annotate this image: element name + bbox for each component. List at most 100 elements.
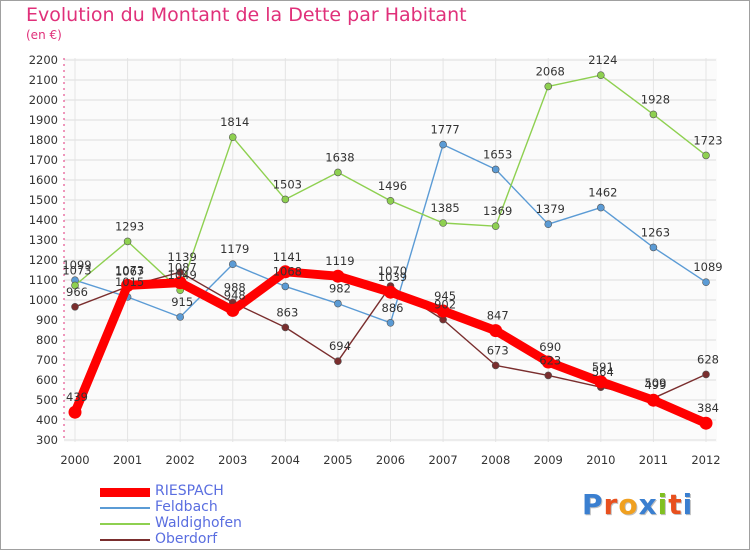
data-label-riespach: 690	[539, 340, 561, 354]
legend: RIESPACH Feldbach Waldighofen Oberdorf	[100, 483, 360, 548]
data-label-feldbach: 1653	[483, 147, 512, 161]
y-tick-label: 400	[36, 413, 58, 427]
y-tick-label: 600	[36, 373, 58, 387]
proxiti-logo: Proxiti	[582, 488, 694, 521]
data-point-riespach	[68, 405, 82, 419]
y-tick-label: 1100	[29, 273, 58, 287]
y-tick-label: 900	[36, 313, 58, 327]
y-tick-label: 1300	[29, 233, 58, 247]
data-label-riespach: 1119	[325, 254, 354, 268]
x-tick-label: 2012	[691, 453, 720, 467]
data-label-riespach: 439	[66, 390, 88, 404]
x-tick-label: 2005	[323, 453, 352, 467]
legend-swatch	[100, 523, 150, 525]
legend-label: Waldighofen	[155, 515, 242, 531]
legend-item-riespach: RIESPACH	[100, 483, 360, 500]
data-label-feldbach: 1379	[536, 202, 565, 216]
y-tick-label: 2000	[29, 93, 58, 107]
x-tick-label: 2000	[60, 453, 89, 467]
data-point-feldbach	[334, 299, 342, 308]
data-label-oberdorf: 966	[66, 285, 88, 299]
chart-unit: (en €)	[26, 28, 62, 42]
x-tick-label: 2008	[481, 453, 510, 467]
data-labels: 1099 1015 915 1179 1068 982 886 1777 1653 1379 146…	[62, 53, 722, 415]
data-label-feldbach: 1068	[273, 264, 302, 278]
data-point-feldbach	[176, 313, 184, 321]
data-point-waldighofen	[544, 82, 553, 91]
data-label-waldighofen: 1638	[325, 150, 354, 164]
data-point-feldbach	[281, 282, 290, 291]
data-label-oberdorf: 564	[592, 365, 614, 379]
data-label-feldbach: 1015	[115, 275, 144, 289]
data-label-oberdorf: 1070	[378, 264, 407, 278]
data-label-oberdorf: 863	[276, 305, 298, 319]
y-tick-label: 2100	[29, 73, 58, 87]
data-point-riespach	[594, 375, 608, 389]
data-point-waldighofen	[228, 133, 237, 141]
data-label-waldighofen: 1369	[483, 204, 512, 218]
data-label-riespach: 1073	[115, 263, 144, 277]
legend-swatch	[100, 487, 150, 497]
data-point-feldbach	[597, 203, 605, 212]
data-label-oberdorf: 988	[224, 280, 246, 294]
x-axis: 2000 2001 2002 2003 2004 2005 2006 2007 2008 2009…	[60, 453, 720, 467]
data-point-waldighofen	[123, 237, 132, 246]
y-tick-label: 1500	[29, 193, 58, 207]
x-tick-label: 2007	[428, 453, 457, 467]
data-point-feldbach	[702, 278, 710, 287]
data-point-oberdorf	[281, 323, 290, 332]
data-point-oberdorf	[71, 302, 79, 311]
data-label-riespach: 847	[487, 309, 509, 323]
data-label-riespach: 1039	[378, 270, 407, 284]
data-label-oberdorf: 1139	[168, 250, 197, 264]
grid	[63, 58, 717, 442]
data-point-riespach	[541, 355, 555, 369]
data-label-feldbach: 1263	[641, 225, 670, 239]
data-label-riespach: 499	[644, 378, 666, 392]
y-tick-label: 1600	[29, 173, 58, 187]
data-label-oberdorf: 509	[644, 376, 666, 390]
legend-swatch	[100, 539, 150, 541]
data-point-oberdorf	[176, 268, 184, 277]
data-label-waldighofen: 1496	[378, 179, 407, 193]
y-tick-label: 800	[36, 333, 58, 347]
data-label-feldbach: 1099	[62, 258, 91, 272]
legend-label: RIESPACH	[155, 483, 224, 499]
x-tick-label: 2006	[376, 453, 405, 467]
data-label-waldighofen: 1928	[641, 92, 670, 106]
data-label-riespach: 948	[224, 288, 246, 302]
y-tick-label: 300	[36, 433, 58, 447]
data-label-feldbach: 982	[329, 282, 351, 296]
legend-swatch	[100, 507, 150, 509]
data-point-waldighofen	[334, 168, 342, 177]
data-label-waldighofen: 1293	[115, 219, 144, 233]
data-point-waldighofen	[702, 151, 710, 160]
data-point-waldighofen	[71, 281, 79, 290]
series-group	[68, 71, 713, 430]
data-point-riespach	[173, 276, 187, 290]
data-label-feldbach: 886	[382, 301, 404, 315]
data-label-feldbach: 1462	[588, 186, 617, 200]
data-label-waldighofen: 1049	[168, 268, 197, 282]
x-tick-label: 2011	[639, 453, 668, 467]
y-tick-label: 1700	[29, 153, 58, 167]
data-point-riespach	[278, 265, 292, 279]
y-tick-label: 2200	[29, 53, 58, 67]
x-tick-label: 2010	[586, 453, 615, 467]
data-point-waldighofen	[439, 219, 447, 227]
y-tick-label: 1400	[29, 213, 58, 227]
data-point-riespach	[646, 393, 660, 407]
data-label-waldighofen: 1073	[62, 263, 91, 277]
data-label-oberdorf: 694	[329, 339, 351, 353]
legend-label: Feldbach	[155, 499, 218, 515]
x-tick-label: 2003	[218, 453, 247, 467]
data-point-riespach	[331, 269, 345, 283]
data-point-riespach	[121, 278, 135, 292]
data-point-oberdorf	[702, 370, 710, 379]
data-label-waldighofen: 2124	[588, 53, 617, 67]
y-tick-label: 1800	[29, 133, 58, 147]
legend-item-oberdorf: Oberdorf	[100, 531, 360, 548]
data-point-riespach	[489, 324, 503, 338]
data-point-feldbach	[491, 165, 500, 174]
